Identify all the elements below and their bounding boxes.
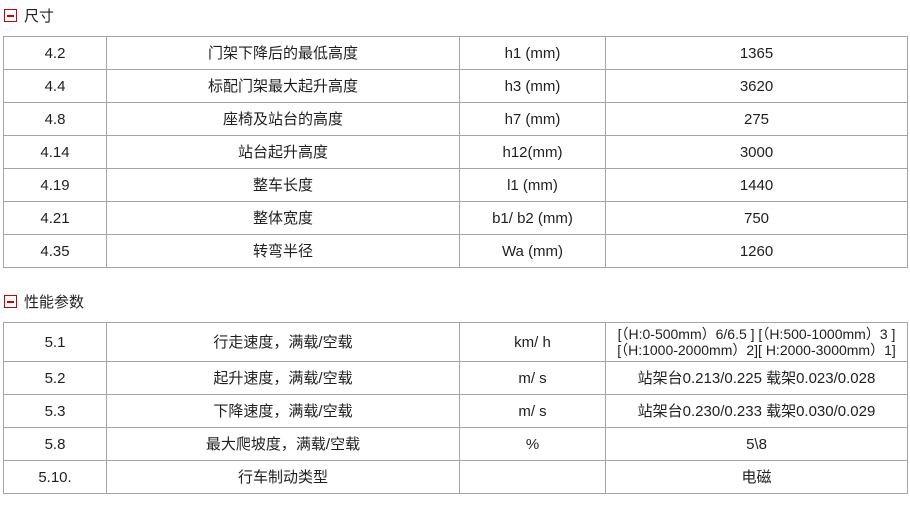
param-name-cell: 下降速度，满载/空载	[106, 394, 460, 428]
param-name-cell: 标配门架最大起升高度	[106, 69, 460, 103]
param-name-cell: 转弯半径	[106, 234, 460, 268]
param-name-cell: 整体宽度	[106, 201, 460, 235]
row-number-cell: 4.14	[3, 135, 107, 169]
section-dimensions: 尺寸 4.2 门架下降后的最低高度 h1 (mm) 1365 4.4 标配门架最…	[3, 7, 908, 268]
row-number-cell: 5.1	[3, 322, 107, 362]
row-number-cell: 4.4	[3, 69, 107, 103]
param-name-cell: 整车长度	[106, 168, 460, 202]
symbol-cell: b1/ b2 (mm)	[459, 201, 606, 235]
symbol-cell: h7 (mm)	[459, 102, 606, 136]
unit-cell	[459, 460, 606, 494]
table-row: 4.14 站台起升高度 h12(mm) 3000	[3, 135, 908, 169]
table-row: 5.3 下降速度，满载/空载 m/ s 站架台0.230/0.233 载架0.0…	[3, 394, 908, 428]
table-row: 4.8 座椅及站台的高度 h7 (mm) 275	[3, 102, 908, 136]
section-performance: 性能参数 5.1 行走速度，满载/空载 km/ h [（H:0-500mm）6/…	[3, 293, 908, 494]
value-cell: 站架台0.230/0.233 载架0.030/0.029	[605, 394, 908, 428]
unit-cell: %	[459, 427, 606, 461]
collapse-minus-icon[interactable]	[4, 295, 17, 308]
unit-cell: km/ h	[459, 322, 606, 362]
section-header-dimensions[interactable]: 尺寸	[4, 7, 907, 25]
row-number-cell: 4.8	[3, 102, 107, 136]
symbol-cell: h12(mm)	[459, 135, 606, 169]
param-name-cell: 行走速度，满载/空载	[106, 322, 460, 362]
minus-bar	[7, 300, 14, 303]
param-name-cell: 起升速度，满载/空载	[106, 361, 460, 395]
value-cell: 3000	[605, 135, 908, 169]
value-cell: 750	[605, 201, 908, 235]
section-header-performance[interactable]: 性能参数	[4, 293, 907, 311]
value-cell: 站架台0.213/0.225 载架0.023/0.028	[605, 361, 908, 395]
table-row: 5.2 起升速度，满载/空载 m/ s 站架台0.213/0.225 载架0.0…	[3, 361, 908, 395]
param-name-cell: 最大爬坡度，满载/空载	[106, 427, 460, 461]
row-number-cell: 5.2	[3, 361, 107, 395]
row-number-cell: 4.19	[3, 168, 107, 202]
param-name-cell: 门架下降后的最低高度	[106, 36, 460, 70]
row-number-cell: 4.21	[3, 201, 107, 235]
value-cell: 3620	[605, 69, 908, 103]
param-name-cell: 站台起升高度	[106, 135, 460, 169]
minus-bar	[7, 14, 14, 17]
symbol-cell: h1 (mm)	[459, 36, 606, 70]
spec-table-performance: 5.1 行走速度，满载/空载 km/ h [（H:0-500mm）6/6.5 ]…	[3, 322, 908, 494]
row-number-cell: 4.2	[3, 36, 107, 70]
table-row: 5.8 最大爬坡度，满载/空载 % 5\8	[3, 427, 908, 461]
value-cell: 275	[605, 102, 908, 136]
table-row: 4.4 标配门架最大起升高度 h3 (mm) 3620	[3, 69, 908, 103]
spec-table-dimensions: 4.2 门架下降后的最低高度 h1 (mm) 1365 4.4 标配门架最大起升…	[3, 36, 908, 268]
value-cell: [（H:0-500mm）6/6.5 ] [（H:500-1000mm）3 ][（…	[605, 322, 908, 362]
table-row: 4.2 门架下降后的最低高度 h1 (mm) 1365	[3, 36, 908, 70]
row-number-cell: 4.35	[3, 234, 107, 268]
symbol-cell: l1 (mm)	[459, 168, 606, 202]
symbol-cell: Wa (mm)	[459, 234, 606, 268]
section-title: 尺寸	[24, 8, 55, 25]
symbol-cell: h3 (mm)	[459, 69, 606, 103]
value-cell: 1440	[605, 168, 908, 202]
row-number-cell: 5.10.	[3, 460, 107, 494]
table-row: 4.21 整体宽度 b1/ b2 (mm) 750	[3, 201, 908, 235]
collapse-minus-icon[interactable]	[4, 9, 17, 22]
table-row: 4.35 转弯半径 Wa (mm) 1260	[3, 234, 908, 268]
value-cell: 1365	[605, 36, 908, 70]
unit-cell: m/ s	[459, 394, 606, 428]
value-cell: 1260	[605, 234, 908, 268]
unit-cell: m/ s	[459, 361, 606, 395]
value-cell: 电磁	[605, 460, 908, 494]
row-number-cell: 5.8	[3, 427, 107, 461]
row-number-cell: 5.3	[3, 394, 107, 428]
section-title: 性能参数	[24, 294, 85, 311]
table-row: 4.19 整车长度 l1 (mm) 1440	[3, 168, 908, 202]
table-row: 5.10. 行车制动类型 电磁	[3, 460, 908, 494]
value-cell: 5\8	[605, 427, 908, 461]
param-name-cell: 座椅及站台的高度	[106, 102, 460, 136]
param-name-cell: 行车制动类型	[106, 460, 460, 494]
table-row: 5.1 行走速度，满载/空载 km/ h [（H:0-500mm）6/6.5 ]…	[3, 322, 908, 362]
